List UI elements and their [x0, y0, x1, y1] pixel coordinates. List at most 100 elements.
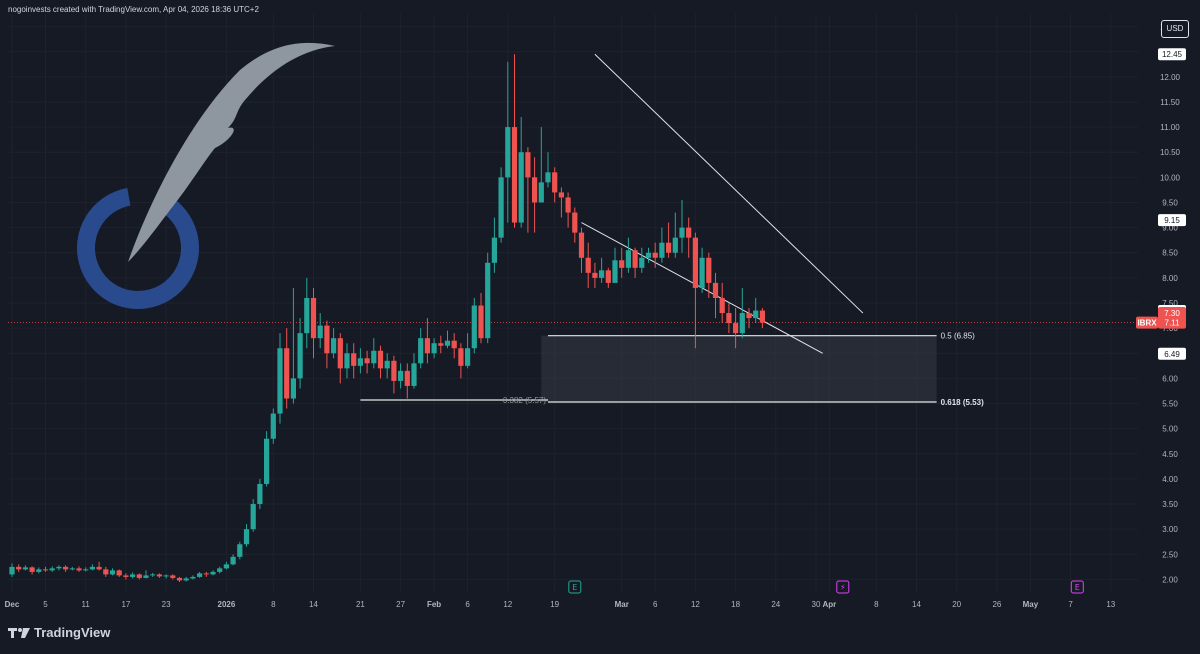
candle-body: [532, 177, 538, 203]
event-marker-box: [1070, 580, 1084, 594]
price-tick-label: 5.50: [1162, 400, 1178, 409]
candle-body: [592, 272, 598, 278]
candle-body: [692, 237, 698, 288]
candle-body: [103, 569, 109, 575]
tradingview-logo[interactable]: TradingView: [8, 625, 110, 640]
candle-body: [304, 297, 310, 334]
price-label-box: [1158, 307, 1186, 320]
candle-body: [150, 574, 156, 576]
time-tick-label: 20: [952, 600, 961, 609]
fib-zone: [541, 335, 937, 403]
candle-body: [324, 325, 330, 354]
chart-grid: [8, 14, 1138, 592]
time-tick-label: 18: [731, 600, 740, 609]
candle-body: [411, 363, 417, 386]
candle-body: [36, 569, 42, 572]
candle-body: [398, 370, 404, 381]
candle-body: [679, 227, 685, 238]
candle-body: [257, 483, 263, 505]
time-tick-label: 11: [82, 600, 91, 609]
price-label-text: 12.45: [1162, 50, 1183, 59]
author-logo: [77, 42, 335, 309]
candle-body: [310, 297, 317, 339]
candle-body: [96, 566, 102, 570]
candle-body: [538, 182, 544, 203]
candle-body: [599, 270, 605, 278]
price-axis[interactable]: 2.002.503.003.504.004.505.005.506.006.50…: [1160, 23, 1181, 585]
candle-body: [22, 567, 28, 570]
candle-body: [605, 270, 611, 283]
event-markers[interactable]: E ⚡ E: [568, 580, 1084, 594]
candle-body: [210, 571, 216, 575]
candle-body: [451, 340, 457, 349]
candle-body: [237, 544, 243, 557]
candle-body: [277, 348, 283, 414]
time-tick-label: 30: [812, 600, 821, 609]
time-tick-label: 5: [43, 600, 48, 609]
candle-body: [163, 575, 169, 577]
candle-body: [351, 353, 357, 366]
candle-body: [491, 237, 497, 263]
candle-body: [223, 564, 229, 569]
candle-body: [552, 172, 558, 193]
candle-body: [518, 152, 524, 223]
time-tick-label: 13: [1106, 600, 1115, 609]
candle-body: [317, 325, 323, 339]
event-marker-label: E: [1075, 583, 1080, 592]
time-tick-label: 6: [465, 600, 470, 609]
candle-body: [699, 257, 705, 288]
candle-body: [632, 250, 638, 268]
candle-body: [505, 127, 511, 178]
candle-body: [431, 343, 437, 354]
price-tick-label: 4.50: [1162, 450, 1178, 459]
candle-body: [612, 260, 618, 283]
candle-body: [478, 305, 484, 339]
tradingview-brand: TradingView: [34, 625, 111, 640]
time-tick-label: 24: [771, 600, 780, 609]
fib-level-label: 0.382 (5.57): [503, 396, 546, 405]
candle-body: [337, 338, 343, 369]
candle-body: [558, 192, 564, 198]
candle-body: [264, 438, 270, 484]
candle-body: [619, 260, 625, 268]
candle-body: [284, 348, 290, 399]
candle-body: [116, 570, 122, 576]
candle-body: [89, 566, 95, 570]
time-axis[interactable]: Dec 5 11 17 23 2026 8 14 21 27 Feb 6 12 19 Mar 6 12 18 24 3…: [5, 600, 1116, 609]
price-tick-label: 12.00: [1160, 73, 1181, 82]
candle-body: [746, 313, 752, 319]
candle-body: [733, 323, 739, 334]
time-tick-label: 23: [162, 600, 171, 609]
candle-body: [739, 313, 745, 334]
feather-icon: [128, 42, 335, 262]
candle-body: [42, 569, 49, 571]
symbol-tag-text: IBRX: [1137, 319, 1157, 328]
price-label-text: 7.30: [1164, 309, 1180, 318]
candle-body: [753, 310, 759, 319]
price-tick-label: 11.50: [1160, 98, 1180, 107]
candle-body: [404, 370, 410, 386]
candle-body: [418, 338, 424, 364]
time-tick-label: 12: [503, 600, 512, 609]
time-tick-label: 26: [992, 600, 1001, 609]
candle-body: [156, 574, 162, 577]
candle-body: [585, 257, 591, 273]
candle-body: [63, 566, 69, 570]
candle-body: [458, 348, 464, 366]
price-label-box: [1158, 48, 1186, 61]
candle-body: [143, 575, 149, 578]
candle-body: [659, 242, 665, 258]
candle-body: [197, 573, 203, 577]
currency-button[interactable]: USD: [1161, 20, 1189, 38]
trendline: [594, 53, 864, 314]
candle-body: [183, 578, 189, 581]
event-marker-label: ⚡: [840, 583, 846, 592]
price-label-box: [1158, 347, 1186, 360]
price-tick-label: 10.50: [1160, 148, 1181, 157]
price-tick-label: 3.50: [1162, 500, 1178, 509]
price-label-text: 9.15: [1164, 216, 1180, 225]
time-tick-label: 12: [691, 600, 700, 609]
price-label-box: [1158, 316, 1186, 329]
candle-body: [377, 350, 384, 369]
